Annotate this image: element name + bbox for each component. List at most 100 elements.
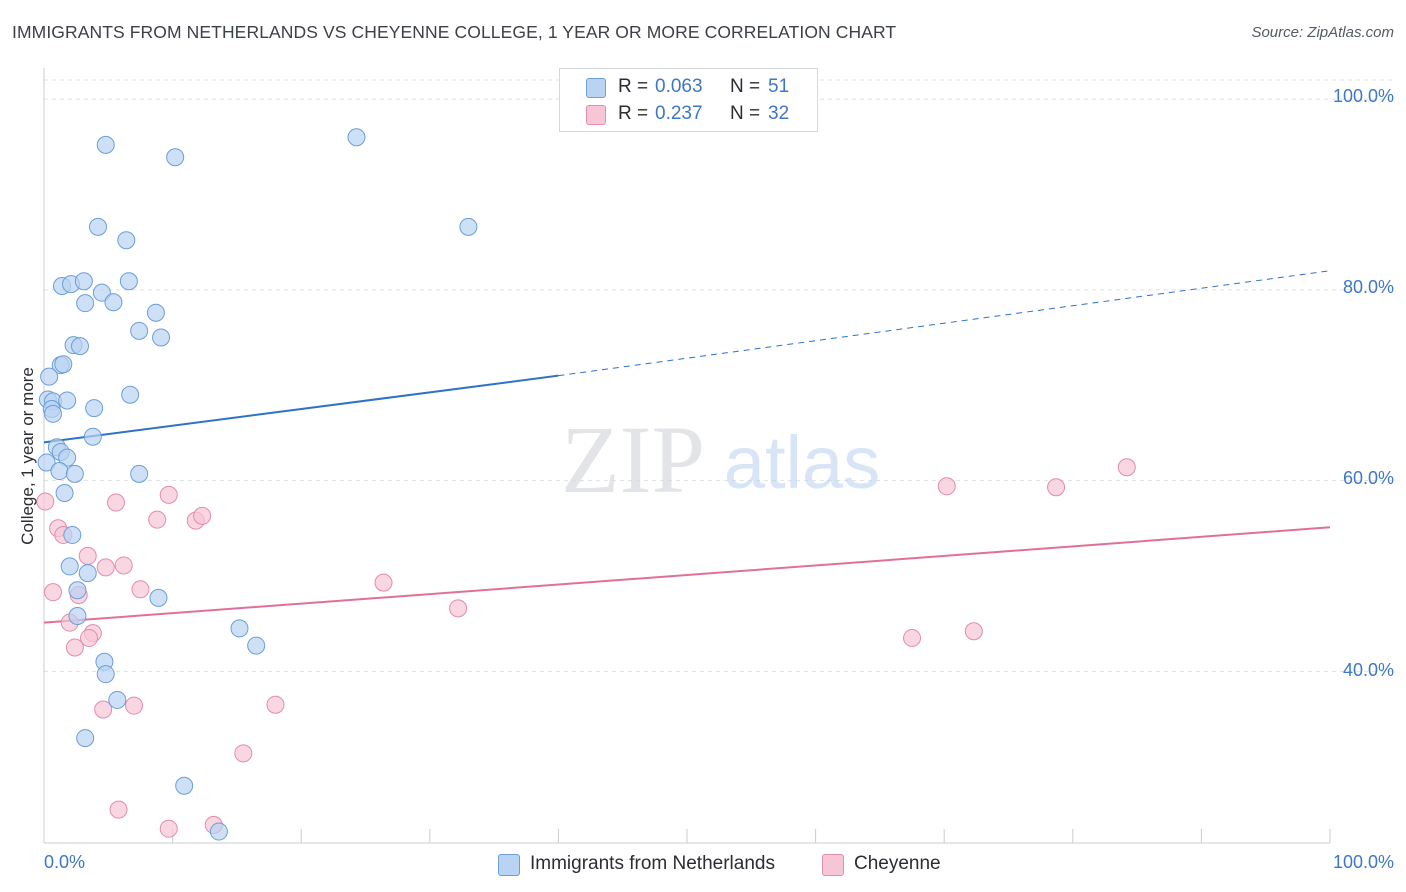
point-cheyenne	[80, 628, 99, 647]
legend-row-netherlands: R = 0.063 N = 51	[560, 74, 817, 100]
point-netherlands	[65, 464, 84, 483]
point-cheyenne	[44, 583, 63, 602]
point-netherlands	[89, 217, 108, 236]
point-netherlands	[76, 294, 95, 313]
point-cheyenne	[131, 580, 150, 599]
point-netherlands	[83, 427, 102, 446]
legend-label: Cheyenne	[854, 853, 941, 874]
blue-swatch-icon	[586, 78, 606, 98]
point-cheyenne	[937, 477, 956, 496]
legend-label: Immigrants from Netherlands	[530, 853, 775, 874]
point-netherlands	[175, 776, 194, 795]
point-netherlands	[149, 588, 168, 607]
point-cheyenne	[114, 556, 133, 575]
point-netherlands	[108, 690, 127, 709]
point-cheyenne	[109, 800, 128, 819]
watermark: ZIP atlas	[561, 406, 880, 513]
trend-line-netherlands	[43, 374, 559, 444]
point-netherlands	[68, 581, 87, 600]
point-cheyenne	[266, 695, 285, 714]
point-netherlands	[247, 636, 266, 655]
blue-swatch-icon	[498, 854, 520, 876]
point-cheyenne	[94, 700, 113, 719]
point-netherlands	[347, 128, 366, 147]
point-netherlands	[209, 822, 228, 841]
point-netherlands	[58, 448, 77, 467]
point-netherlands	[37, 453, 56, 472]
point-netherlands	[50, 462, 69, 481]
point-cheyenne	[159, 485, 178, 504]
grid-lines	[44, 79, 1392, 672]
point-cheyenne	[148, 510, 167, 529]
r-value: 0.063	[655, 76, 703, 97]
point-netherlands	[60, 557, 79, 576]
point-netherlands	[54, 355, 73, 374]
trend-line-cheyenne	[43, 526, 1331, 624]
y-tick-label-100: 100.0%	[1332, 86, 1394, 106]
pink-swatch-icon	[586, 105, 606, 125]
r-value: 0.237	[655, 103, 703, 124]
point-netherlands	[119, 272, 138, 291]
r-label: R =	[618, 76, 649, 97]
point-netherlands	[40, 367, 59, 386]
point-cheyenne	[78, 546, 97, 565]
point-netherlands	[130, 321, 149, 340]
chart-title: IMMIGRANTS FROM NETHERLANDS VS CHEYENNE …	[12, 22, 897, 42]
trend-lines	[43, 270, 1331, 624]
y-tick-label-80: 80.0%	[1342, 277, 1394, 297]
point-cheyenne	[159, 819, 178, 838]
y-tick-label-40: 40.0%	[1342, 660, 1394, 680]
point-cheyenne	[374, 573, 393, 592]
y-axis-label: College, 1 year or more	[18, 367, 37, 545]
point-netherlands	[121, 385, 140, 404]
point-netherlands	[146, 303, 165, 322]
point-cheyenne	[107, 493, 126, 512]
point-netherlands	[71, 337, 90, 356]
stats-legend: R = 0.063 N = 51 R = 0.237 N = 32	[559, 68, 818, 132]
data-points	[36, 128, 1136, 841]
point-netherlands	[55, 483, 74, 502]
point-cheyenne	[193, 506, 212, 525]
watermark-atlas: atlas	[724, 421, 880, 504]
point-netherlands	[104, 293, 123, 312]
point-cheyenne	[96, 558, 115, 577]
point-cheyenne	[234, 744, 253, 763]
point-netherlands	[76, 729, 95, 748]
point-netherlands	[74, 272, 93, 291]
point-netherlands	[130, 464, 149, 483]
pink-swatch-icon	[822, 854, 844, 876]
point-cheyenne	[125, 696, 144, 715]
r-label: R =	[618, 103, 649, 124]
point-netherlands	[78, 564, 97, 583]
point-netherlands	[166, 148, 185, 167]
point-netherlands	[96, 135, 115, 154]
n-label: N =	[730, 76, 761, 97]
point-cheyenne	[1117, 458, 1136, 477]
point-netherlands	[68, 607, 87, 626]
watermark-zip: ZIP	[561, 406, 705, 513]
point-netherlands	[230, 619, 249, 638]
point-cheyenne	[964, 622, 983, 641]
point-netherlands	[117, 231, 136, 250]
y-tick-label-60: 60.0%	[1342, 468, 1394, 488]
x-tick-label-min: 0.0%	[44, 852, 86, 872]
point-netherlands	[85, 399, 104, 418]
point-cheyenne	[903, 628, 922, 647]
point-netherlands	[58, 391, 77, 410]
point-cheyenne	[1047, 478, 1066, 497]
n-value: 51	[768, 76, 790, 97]
point-netherlands	[63, 525, 82, 544]
source-credit: Source: ZipAtlas.com	[1251, 24, 1394, 41]
point-cheyenne	[36, 492, 55, 511]
trend-line-netherlands-extension	[558, 270, 1331, 377]
x-tick-label-max: 100.0%	[1332, 852, 1394, 872]
point-cheyenne	[449, 599, 468, 618]
n-value: 32	[768, 103, 790, 124]
point-netherlands	[92, 283, 111, 302]
n-label: N =	[730, 103, 761, 124]
point-netherlands	[96, 665, 115, 684]
series-legend: Immigrants from Netherlands Cheyenne	[0, 852, 1406, 878]
point-netherlands	[44, 404, 63, 423]
point-cheyenne	[65, 638, 84, 657]
